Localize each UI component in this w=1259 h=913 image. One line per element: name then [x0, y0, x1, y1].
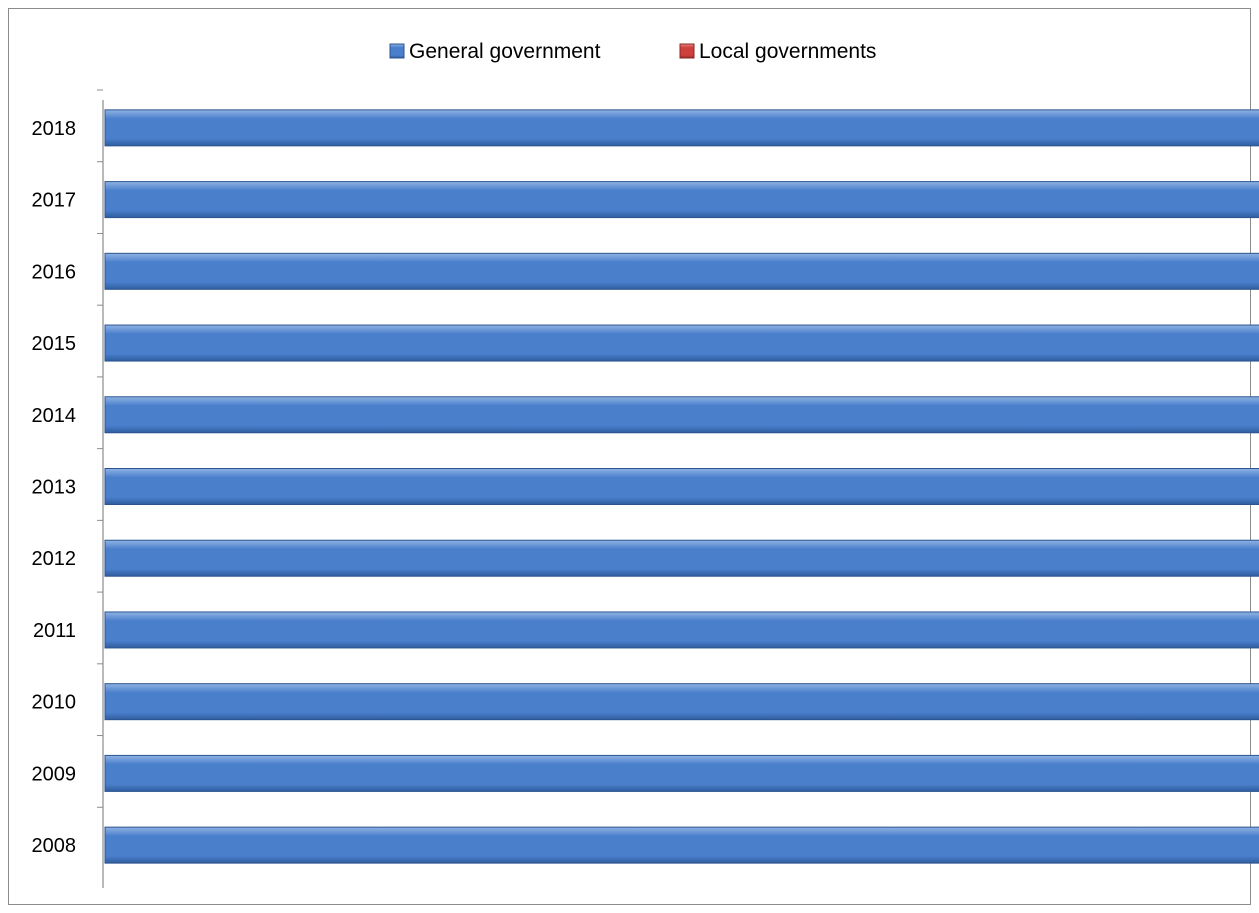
- bar-general-government: [104, 252, 1259, 290]
- y-tick-label: 2011: [33, 620, 76, 642]
- y-tick-label: 2008: [32, 835, 77, 857]
- y-tick-label: 2017: [32, 190, 77, 212]
- bar-general-government: [104, 324, 1259, 362]
- bar-general-government: [104, 539, 1259, 577]
- legend-label: Local governments: [699, 40, 876, 63]
- bar-general-government: [104, 109, 1259, 147]
- y-tick-label: 2015: [32, 333, 77, 355]
- bar-general-government: [104, 611, 1259, 649]
- y-tick-label: 2018: [32, 118, 77, 140]
- bar-general-government: [104, 754, 1259, 792]
- bar-general-government: [104, 683, 1259, 721]
- y-tick-label: 2010: [32, 692, 77, 714]
- legend-label: General government: [409, 40, 601, 63]
- y-tick-label: 2012: [32, 548, 77, 570]
- bar-general-government: [104, 826, 1259, 864]
- legend-swatch: [679, 43, 695, 59]
- bar-general-government: [104, 396, 1259, 434]
- y-tick-label: 2016: [32, 261, 77, 283]
- legend-swatch: [389, 43, 405, 59]
- y-tick-label: 2009: [32, 763, 77, 785]
- bar-general-government: [104, 468, 1259, 505]
- bar-general-government: [104, 181, 1259, 219]
- y-tick-label: 2014: [32, 405, 77, 427]
- y-tick-label: 2013: [32, 477, 77, 499]
